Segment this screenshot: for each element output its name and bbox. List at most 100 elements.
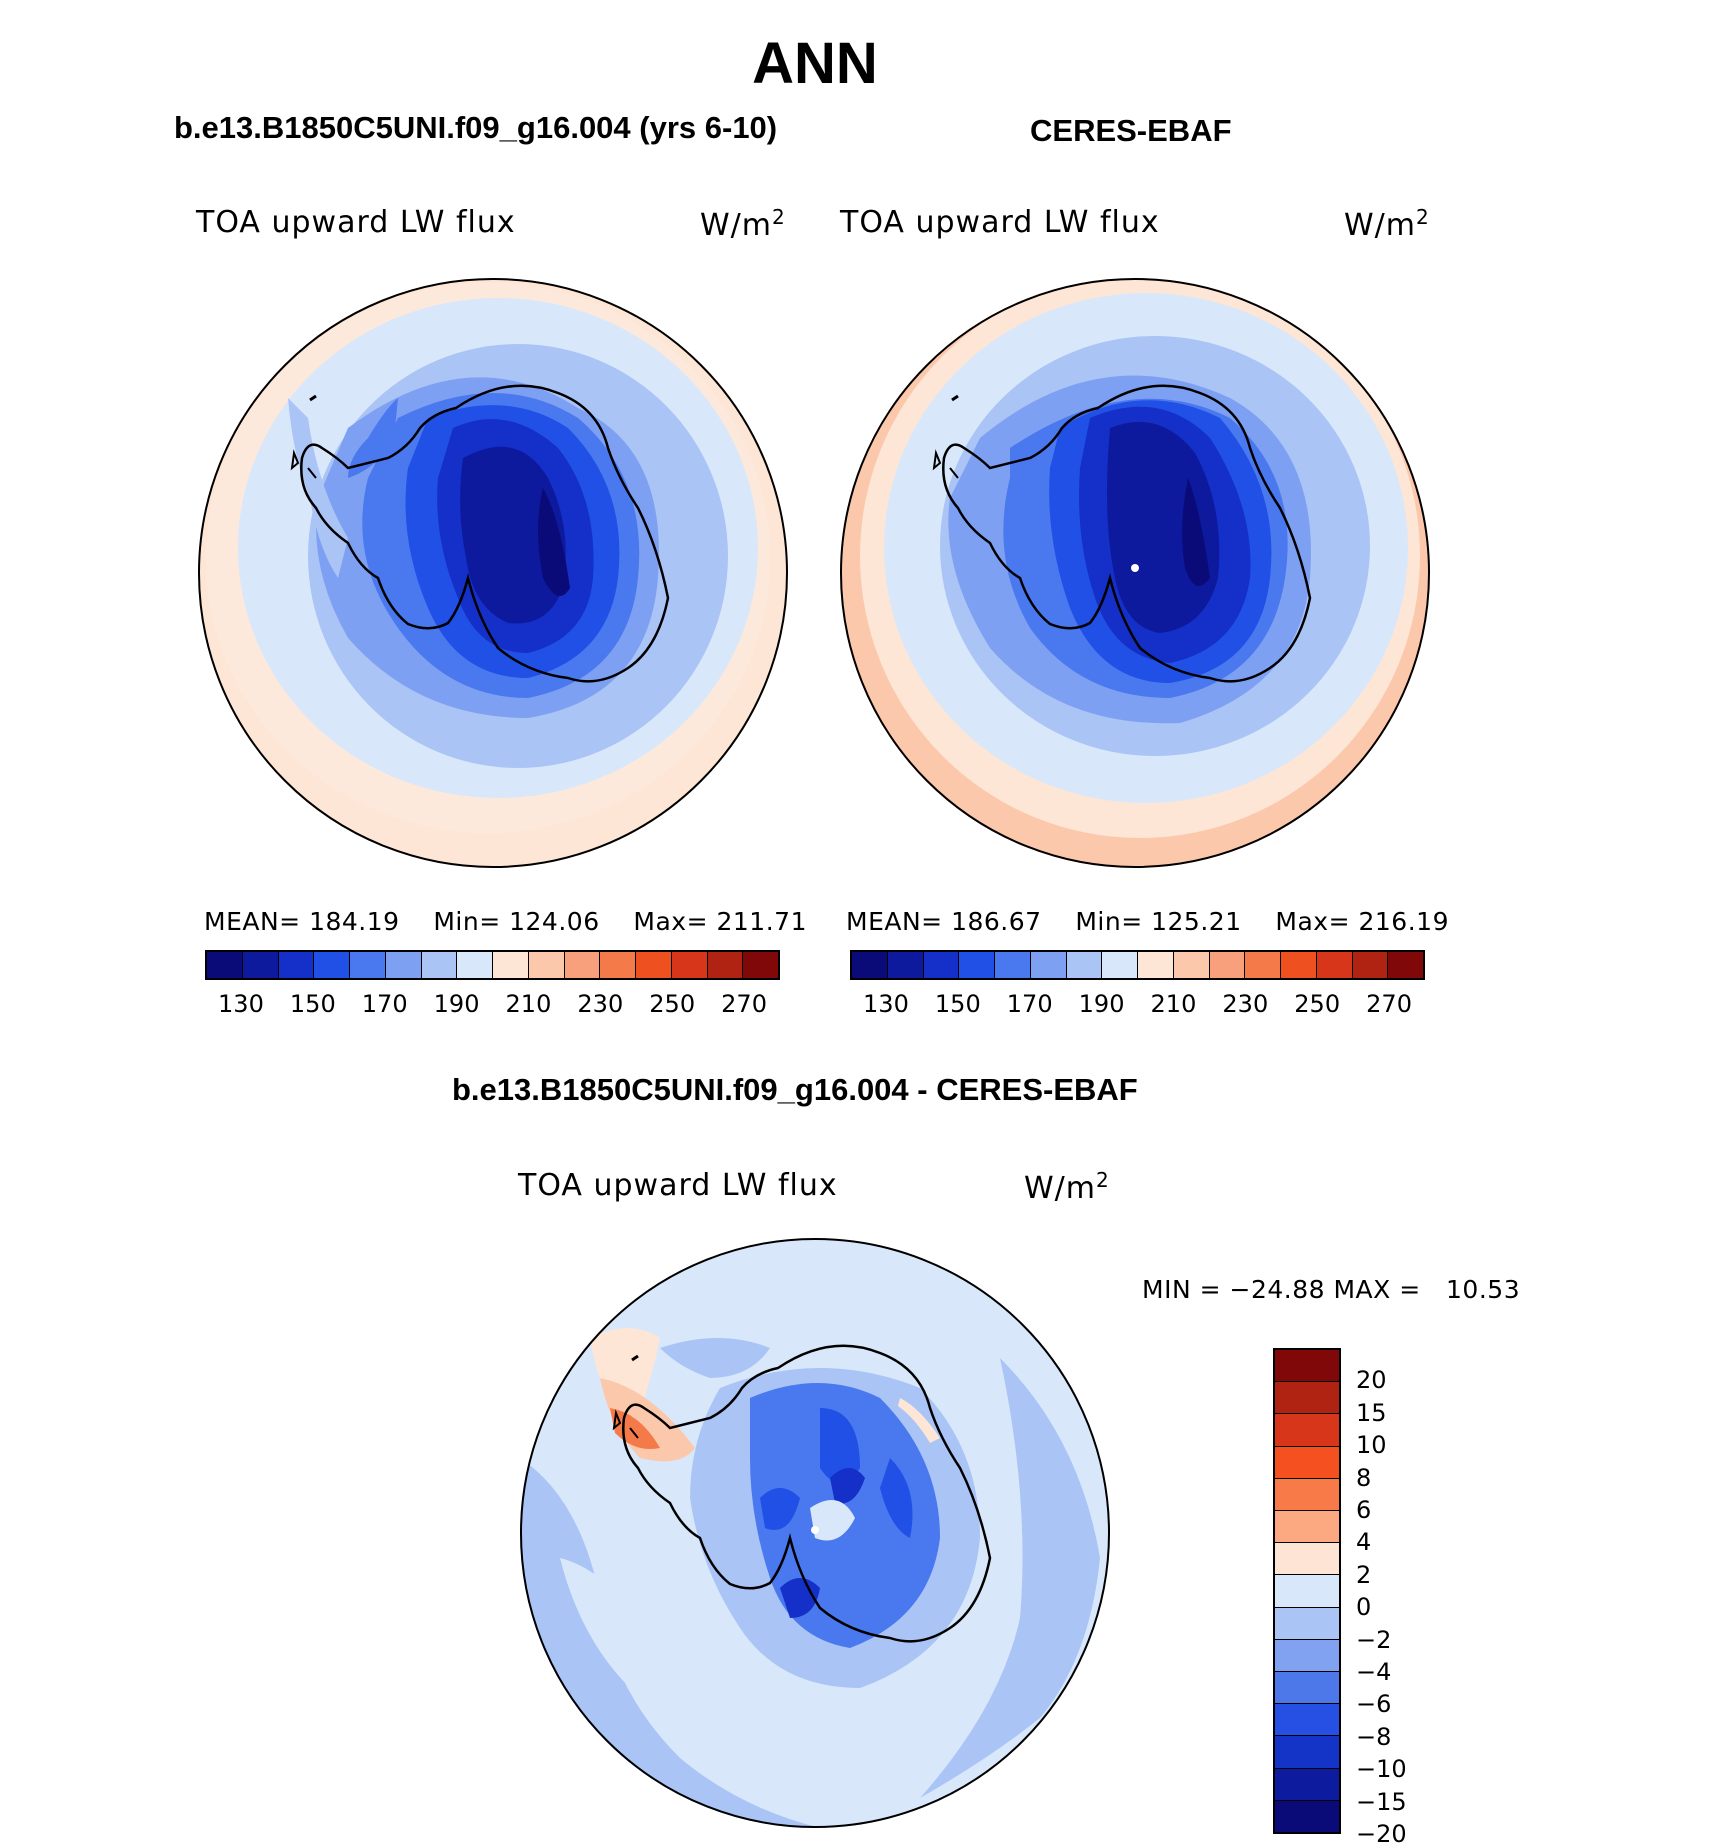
colorbar-swatch bbox=[1275, 1511, 1339, 1544]
colorbar-tick-label: 2 bbox=[1356, 1560, 1372, 1589]
colorbar-swatch bbox=[528, 952, 565, 978]
colorbar-swatch bbox=[1245, 952, 1281, 978]
colorbar-tick-label: 150 bbox=[289, 990, 336, 1018]
colorbar-tick-label: −6 bbox=[1356, 1690, 1392, 1719]
colorbar-swatch bbox=[1102, 952, 1138, 978]
colorbar-swatch bbox=[743, 952, 778, 978]
map-difference bbox=[520, 1238, 1110, 1828]
colorbar-tick-label: −8 bbox=[1356, 1722, 1392, 1751]
colorbar-swatch bbox=[1275, 1800, 1339, 1833]
colorbar-swatch bbox=[671, 952, 708, 978]
colorbar-swatch bbox=[1209, 952, 1246, 978]
colorbar-tick-label: 6 bbox=[1356, 1495, 1372, 1524]
colorbar-swatch bbox=[636, 952, 672, 978]
diff-minmax: MIN = −24.88 MAX = 10.53 bbox=[1142, 1275, 1521, 1304]
colorbar-swatch bbox=[852, 952, 888, 978]
colorbar-swatch bbox=[1275, 1736, 1339, 1769]
colorbar-tick-label: 130 bbox=[218, 990, 264, 1018]
colorbar-swatch bbox=[207, 952, 243, 978]
colorbar-tick-label: 10 bbox=[1356, 1431, 1387, 1460]
colorbar-tick-label: 15 bbox=[1356, 1398, 1387, 1427]
colorbar-swatch bbox=[1388, 952, 1423, 978]
colorbar-swatch bbox=[1275, 1607, 1339, 1640]
colorbar-tick-label: −15 bbox=[1356, 1787, 1407, 1816]
panel-1-case-title: b.e13.B1850C5UNI.f09_g16.004 (yrs 6-10) bbox=[174, 110, 778, 145]
colorbar-tick-label: 170 bbox=[361, 990, 408, 1018]
colorbar-swatch bbox=[1275, 1382, 1339, 1415]
colorbar-swatch bbox=[242, 952, 279, 978]
colorbar-tick-label: −20 bbox=[1356, 1820, 1407, 1848]
colorbar-swatch bbox=[1275, 1768, 1339, 1801]
colorbar-tick-label: 130 bbox=[863, 990, 909, 1018]
colorbar-swatch bbox=[1173, 952, 1210, 978]
diff-unit-label: W/m2 bbox=[1024, 1168, 1110, 1206]
panel-1-unit-label: W/m2 bbox=[700, 205, 786, 243]
colorbar-tick-label: 0 bbox=[1356, 1593, 1372, 1622]
colorbar-tick-label: −4 bbox=[1356, 1657, 1392, 1686]
colorbar-tick-label: 250 bbox=[649, 990, 696, 1018]
colorbar-tick-label: −2 bbox=[1356, 1625, 1392, 1654]
panel-2-stats: MEAN= 186.67 Min= 125.21 Max= 216.19 bbox=[846, 907, 1449, 936]
colorbar-swatch bbox=[314, 952, 350, 978]
colorbar-tick-label: 170 bbox=[1006, 990, 1053, 1018]
colorbar-swatch bbox=[1281, 952, 1317, 978]
panel-2-variable-label: TOA upward LW flux bbox=[840, 205, 1160, 240]
colorbar-swatch bbox=[1275, 1704, 1339, 1737]
panel-2-unit-label: W/m2 bbox=[1344, 205, 1430, 243]
colorbar-tick-label: 150 bbox=[934, 990, 981, 1018]
colorbar-swatch bbox=[1275, 1639, 1339, 1673]
colorbar-tick-label: 20 bbox=[1356, 1366, 1387, 1395]
colorbar-tick-label: 210 bbox=[1150, 990, 1197, 1018]
colorbar-swatch bbox=[493, 952, 529, 978]
colorbar-swatch bbox=[421, 952, 458, 978]
panel-1-colorbar bbox=[205, 950, 780, 980]
panel-1-variable-label: TOA upward LW flux bbox=[196, 205, 516, 240]
panel-2-colorbar bbox=[850, 950, 1425, 980]
colorbar-tick-label: 8 bbox=[1356, 1463, 1372, 1492]
colorbar-tick-label: 210 bbox=[505, 990, 552, 1018]
colorbar-swatch bbox=[923, 952, 960, 978]
panel-2-colorbar-ticks: 130 150 170 190 210 230 250 270 bbox=[850, 990, 1425, 1020]
colorbar-swatch bbox=[457, 952, 493, 978]
colorbar-swatch bbox=[959, 952, 995, 978]
colorbar-tick-label: 270 bbox=[1366, 990, 1412, 1018]
panel-2-case-title: CERES-EBAF bbox=[1030, 113, 1232, 148]
colorbar-swatch bbox=[1275, 1543, 1339, 1576]
colorbar-swatch bbox=[600, 952, 636, 978]
colorbar-tick-label: 230 bbox=[1222, 990, 1269, 1018]
colorbar-swatch bbox=[385, 952, 422, 978]
panel-1-stats: MEAN= 184.19 Min= 124.06 Max= 211.71 bbox=[204, 907, 807, 936]
diff-colorbar-ticks: 20 15 10 8 6 4 2 0 −2 −4 −6 −8 −10 −15 −20 bbox=[1356, 1348, 1436, 1848]
colorbar-swatch bbox=[1066, 952, 1103, 978]
colorbar-swatch bbox=[1352, 952, 1389, 978]
colorbar-swatch bbox=[1030, 952, 1067, 978]
colorbar-swatch bbox=[564, 952, 601, 978]
diff-variable-label: TOA upward LW flux bbox=[518, 1168, 838, 1203]
colorbar-swatch bbox=[995, 952, 1031, 978]
colorbar-swatch bbox=[350, 952, 386, 978]
colorbar-tick-label: 250 bbox=[1294, 990, 1341, 1018]
panel-1-colorbar-ticks: 130 150 170 190 210 230 250 270 bbox=[205, 990, 780, 1020]
colorbar-tick-label: 270 bbox=[721, 990, 767, 1018]
colorbar-swatch bbox=[887, 952, 924, 978]
figure-title: ANN bbox=[752, 31, 878, 96]
colorbar-swatch bbox=[1275, 1446, 1339, 1479]
map-observations bbox=[840, 278, 1430, 868]
colorbar-swatch bbox=[707, 952, 744, 978]
colorbar-swatch bbox=[278, 952, 315, 978]
colorbar-swatch bbox=[1275, 1672, 1339, 1705]
colorbar-swatch bbox=[1275, 1478, 1339, 1512]
colorbar-tick-label: −10 bbox=[1356, 1755, 1407, 1784]
diff-colorbar bbox=[1273, 1348, 1341, 1834]
colorbar-swatch bbox=[1138, 952, 1174, 978]
colorbar-swatch bbox=[1275, 1414, 1339, 1447]
colorbar-tick-label: 190 bbox=[1078, 990, 1125, 1018]
colorbar-tick-label: 190 bbox=[433, 990, 480, 1018]
colorbar-swatch bbox=[1316, 952, 1353, 978]
colorbar-tick-label: 230 bbox=[577, 990, 624, 1018]
map-model bbox=[198, 278, 788, 868]
colorbar-swatch bbox=[1275, 1350, 1339, 1383]
diff-case-title: b.e13.B1850C5UNI.f09_g16.004 - CERES-EBA… bbox=[452, 1072, 1138, 1107]
colorbar-swatch bbox=[1275, 1575, 1339, 1608]
colorbar-tick-label: 4 bbox=[1356, 1528, 1372, 1557]
